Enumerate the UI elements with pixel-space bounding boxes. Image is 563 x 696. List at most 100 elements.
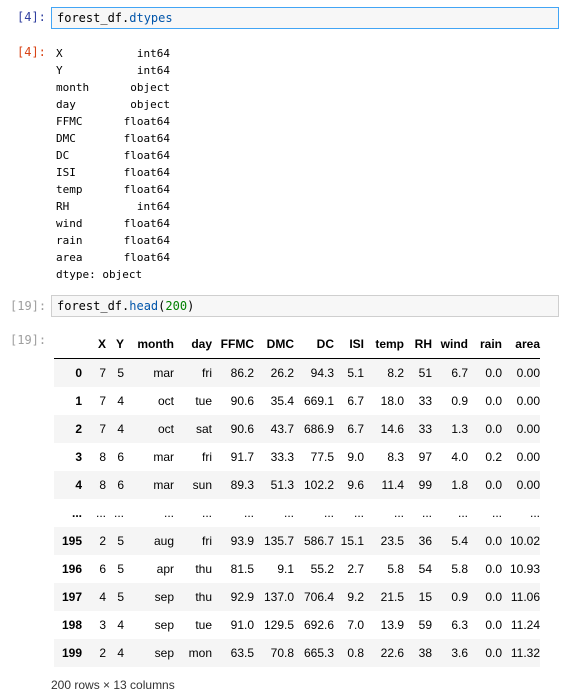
table-row: 196 6 5 apr thu 81.5 9.1 55.2 2.7 5.8 54 5.8 0.0 10.9… — [54, 555, 540, 583]
column-header: Y — [106, 330, 124, 359]
dtype-row: rain float64 — [56, 232, 170, 249]
table-cell: 11.4 — [381, 478, 404, 492]
table-cell: 9.6 — [347, 478, 364, 492]
table-cell: 70.8 — [270, 646, 294, 660]
table-cell: 0.0 — [485, 422, 502, 436]
table-cell: ... — [163, 506, 174, 520]
table-cell: 5 — [117, 366, 124, 380]
table-cell: 22.6 — [380, 646, 404, 660]
table-cell: 8.2 — [387, 366, 404, 380]
dtype-value: float64 — [123, 115, 170, 128]
table-cell: 94.3 — [310, 366, 334, 380]
table-cell: 0.8 — [347, 646, 364, 660]
table-cell: 6.7 — [347, 394, 364, 408]
table-row: 4 8 6 mar sun 89.3 51.3 102.2 9.6 11.4 99 1.8 0.0 0.0… — [54, 471, 540, 499]
dtype-column-name: FFMC — [56, 115, 83, 128]
dtype-row: wind float64 — [56, 215, 170, 232]
dtype-value: float64 — [123, 166, 170, 179]
table-cell: 14.6 — [380, 422, 404, 436]
table-cell: 2 — [99, 646, 106, 660]
cell-4-input-prompt: [4]: — [17, 10, 46, 24]
table-cell: 5.8 — [451, 562, 468, 576]
table-cell: 0.0 — [485, 590, 502, 604]
table-cell: 43.7 — [270, 422, 294, 436]
column-header: day — [174, 330, 212, 359]
table-cell: sat — [195, 422, 212, 436]
dtype-value: int64 — [136, 200, 170, 213]
table-cell: ... — [283, 506, 294, 520]
cell-19-code-editor[interactable]: forest_df.head(200) — [51, 295, 559, 317]
table-row: 195 2 5 aug fri 93.9 135.7 586.7 15.1 23.5 36 5.4 0.… — [54, 527, 540, 555]
column-header: month — [124, 330, 174, 359]
table-cell: 33.3 — [270, 450, 294, 464]
table-cell: 4 — [117, 646, 124, 660]
table-cell: 81.5 — [230, 562, 254, 576]
cell-19-output-prompt: [19]: — [10, 333, 47, 347]
table-cell: 38 — [418, 646, 432, 660]
table-cell: 8 — [99, 450, 106, 464]
code-object: forest_df. — [57, 299, 130, 313]
table-cell: 0.2 — [485, 450, 502, 464]
table-cell: 0.9 — [451, 394, 468, 408]
table-cell: 0.0 — [485, 534, 502, 548]
table-cell: 21.5 — [380, 590, 404, 604]
table-row: 1 7 4 oct tue 90.6 35.4 669.1 6.7 18.0 33 0.9 0.0 0.0… — [54, 387, 540, 415]
table-cell: 4 — [117, 618, 124, 632]
row-index: 199 — [61, 646, 82, 660]
table-cell: 6.7 — [347, 422, 364, 436]
table-cell: 13.9 — [380, 618, 404, 632]
table-cell: 0.9 — [451, 590, 468, 604]
table-row: 3 8 6 mar fri 91.7 33.3 77.5 9.0 8.3 97 4.0 0.2 0.00 — [54, 443, 540, 471]
table-cell: 15 — [418, 590, 432, 604]
table-cell: fri — [202, 450, 212, 464]
table-cell: 5.1 — [347, 366, 364, 380]
table-cell: 93.9 — [230, 534, 254, 548]
table-cell: 77.5 — [310, 450, 334, 464]
table-cell: 7 — [99, 422, 106, 436]
column-header: RH — [404, 330, 432, 359]
column-header: DMC — [254, 330, 294, 359]
table-cell: 15.1 — [340, 534, 364, 548]
column-header: temp — [364, 330, 404, 359]
dtype-column-name: temp — [56, 183, 83, 196]
table-cell: 7.0 — [347, 618, 364, 632]
cell-4-code-editor[interactable]: forest_df.dtypes — [51, 7, 559, 29]
table-cell: 0.00 — [516, 366, 540, 380]
dtype-column-name: DMC — [56, 132, 76, 145]
table-cell: ... — [393, 506, 404, 520]
table-cell: tue — [195, 618, 212, 632]
table-cell: 86.2 — [230, 366, 254, 380]
table-cell: 706.4 — [303, 590, 334, 604]
table-cell: oct — [157, 422, 174, 436]
table-cell: 0.0 — [485, 478, 502, 492]
table-cell: thu — [195, 590, 212, 604]
table-cell: 665.3 — [303, 646, 334, 660]
table-cell: sep — [154, 646, 174, 660]
dtype-row: month object — [56, 79, 170, 96]
code-attribute: dtypes — [129, 11, 173, 25]
table-cell: 686.9 — [303, 422, 334, 436]
table-cell: 91.7 — [230, 450, 254, 464]
table-cell: 1.8 — [451, 478, 468, 492]
table-cell: ... — [201, 506, 212, 520]
table-cell: mar — [153, 450, 174, 464]
table-cell: 33 — [418, 394, 432, 408]
table-cell: sep — [154, 618, 174, 632]
table-cell: 8.3 — [387, 450, 404, 464]
table-cell: 9.2 — [347, 590, 364, 604]
table-cell: 5 — [117, 534, 124, 548]
table-row: ........................................… — [54, 499, 540, 527]
dtype-row: area float64 — [56, 249, 170, 266]
table-cell: 11.24 — [510, 618, 540, 632]
table-cell: 6.3 — [451, 618, 468, 632]
table-cell: 59 — [418, 618, 432, 632]
table-cell: fri — [202, 366, 212, 380]
row-index: 197 — [61, 590, 82, 604]
dtype-column-name: rain — [56, 234, 83, 247]
table-cell: 0.00 — [516, 394, 540, 408]
table-cell: 2.7 — [347, 562, 364, 576]
dtype-column-name: RH — [56, 200, 70, 213]
table-cell: 5 — [117, 562, 124, 576]
